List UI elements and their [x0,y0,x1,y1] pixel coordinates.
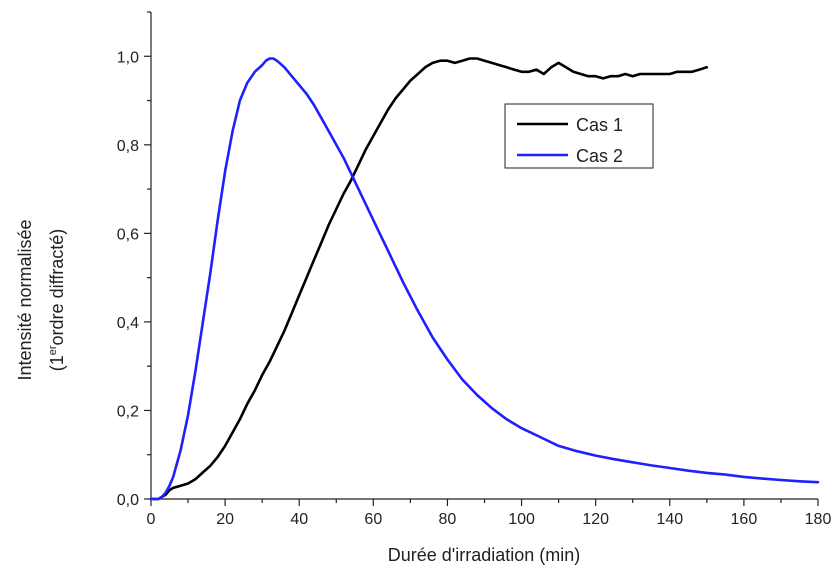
x-tick-label: 180 [805,511,832,528]
x-tick-label: 120 [582,511,609,528]
x-tick-label: 20 [216,511,234,528]
x-tick-label: 40 [290,511,308,528]
x-tick-label: 140 [656,511,683,528]
legend-label-cas-1: Cas 1 [576,115,623,135]
series-line-cas-1 [149,57,709,501]
legend-box [504,103,654,169]
y-axis-label-superscript: er [47,345,59,355]
y-tick-label: 0,2 [117,403,139,420]
y-axis-label-line1: Intensité normalisée [15,219,35,380]
legend: Cas 1 Cas 2 [504,103,654,169]
x-tick-label: 60 [364,511,382,528]
x-tick-label: 100 [508,511,535,528]
y-tick-label: 0,8 [117,138,139,155]
y-axis-label-prefix: (1 [47,355,67,371]
x-tick-label: 80 [439,511,457,528]
y-axis-label-line2: (1erordre diffracté) [47,229,67,372]
plot-lines [149,57,820,501]
legend-label-cas-2: Cas 2 [576,146,623,166]
y-axis-label-suffix: ordre diffracté) [47,229,67,346]
x-tick-label: 160 [731,511,758,528]
x-axis-label: Durée d'irradiation (min) [388,545,581,565]
x-tick-label: 0 [147,511,156,528]
series-line-cas-2 [149,57,820,501]
y-tick-label: 0,4 [117,315,139,332]
axes: 0 20 40 60 80 100 120 140 160 180 0,0 0,2 0,4 0,6 0,8… [117,11,832,528]
y-ticks: 0,0 0,2 0,4 0,6 0,8 1,0 [117,11,151,509]
y-axis-label: Intensité normalisée (1erordre diffracté… [15,219,67,380]
y-tick-label: 0,6 [117,226,139,243]
y-tick-label: 0,0 [117,492,139,509]
x-ticks: 0 20 40 60 80 100 120 140 160 180 [147,499,832,528]
y-tick-label: 1,0 [117,49,139,66]
